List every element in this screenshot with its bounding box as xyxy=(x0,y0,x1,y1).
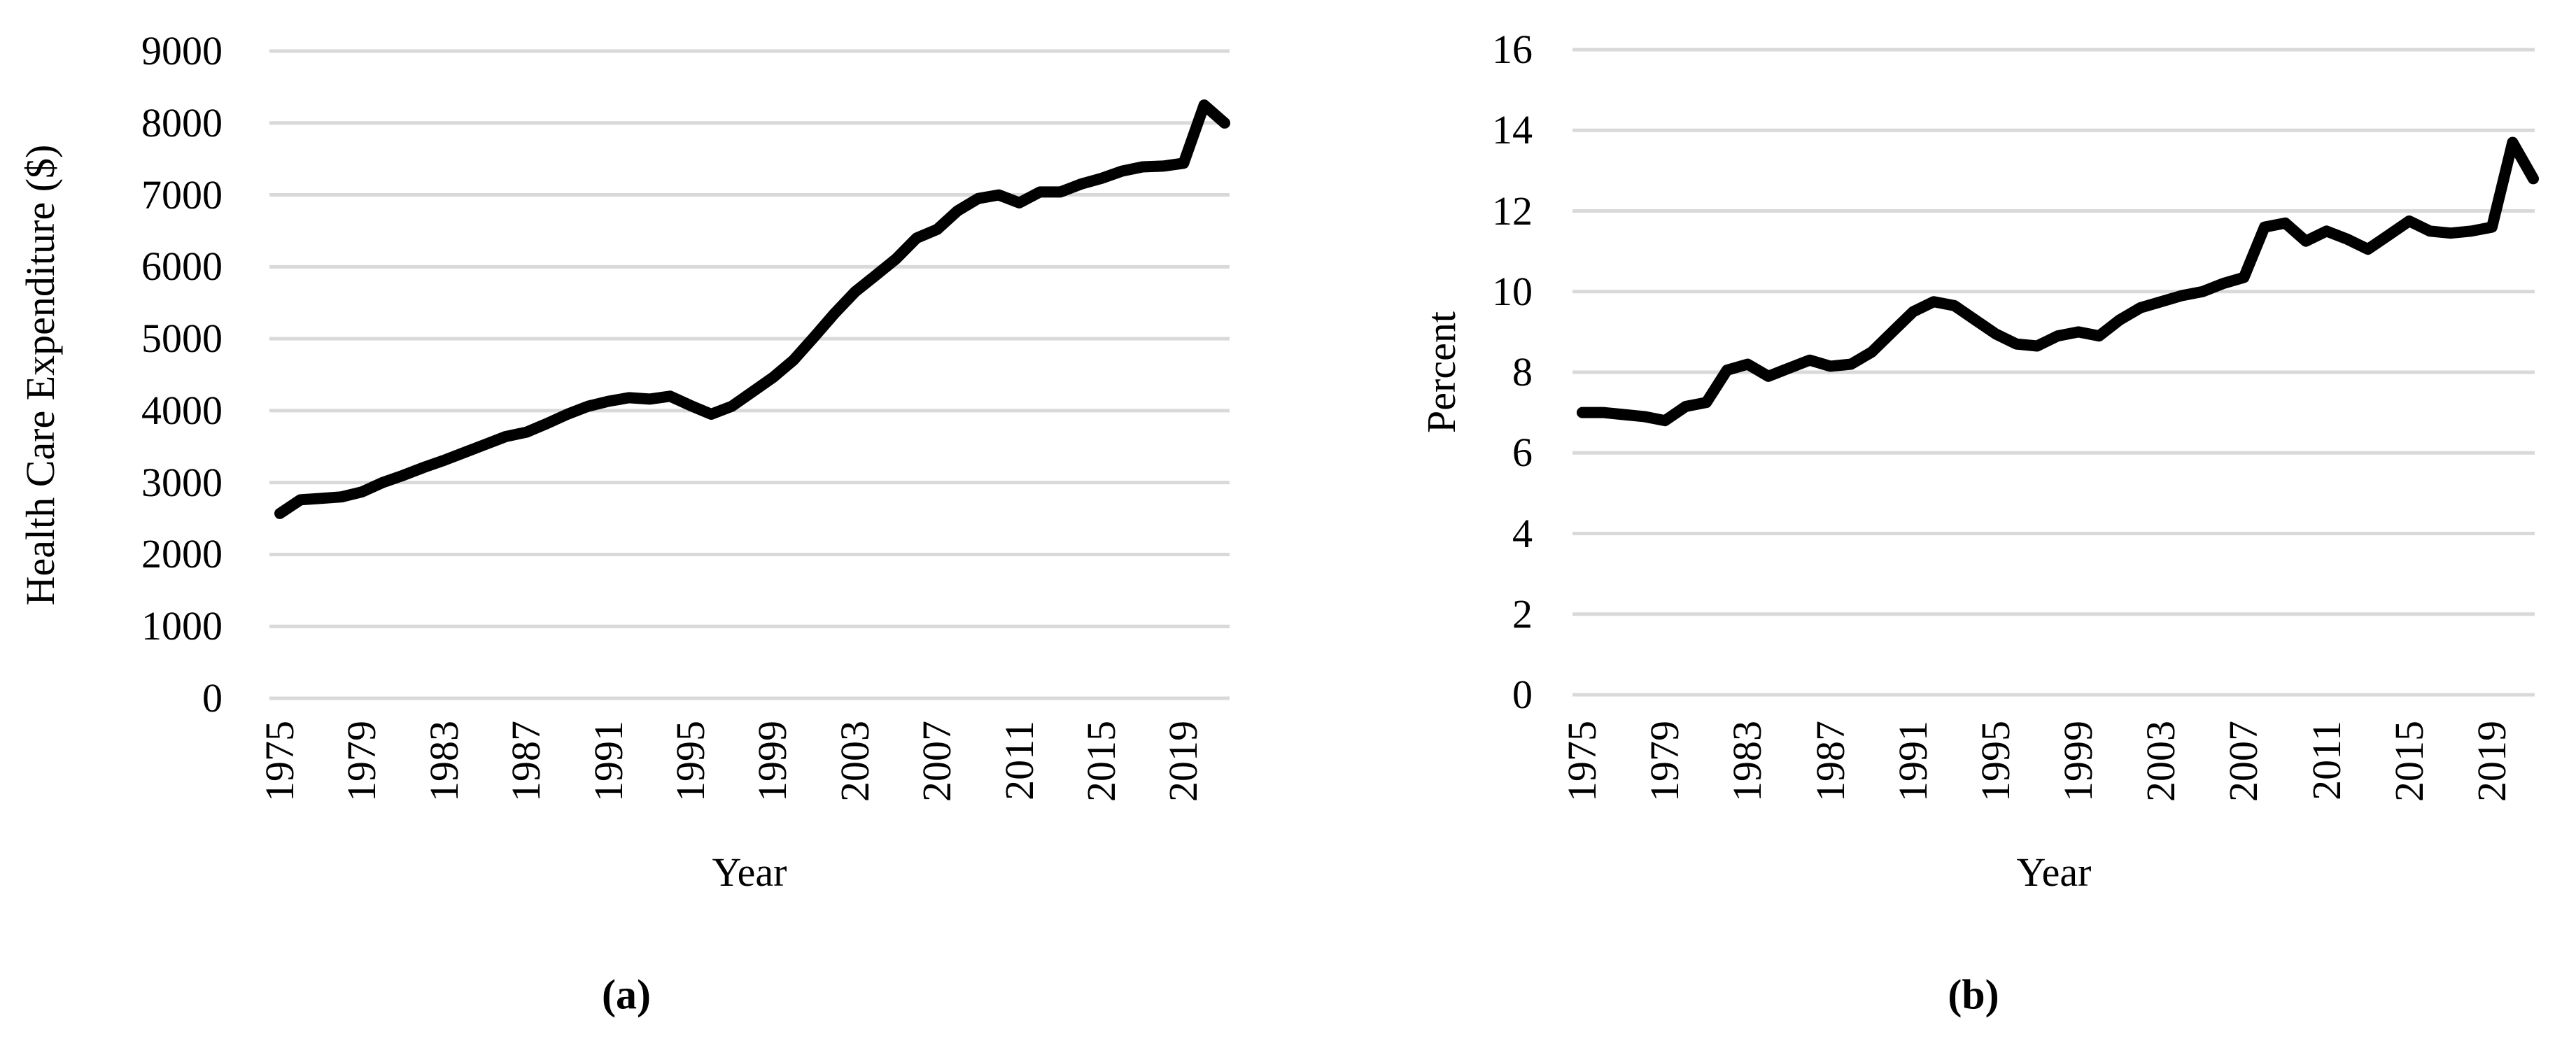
x-tick-label: 2011 xyxy=(2303,721,2349,800)
y-tick-label: 6000 xyxy=(141,243,223,290)
x-tick-label: 2003 xyxy=(831,721,878,802)
x-tick-label: 2011 xyxy=(996,721,1042,800)
x-tick-label: 1995 xyxy=(667,721,713,802)
x-tick-label: 2007 xyxy=(2220,721,2267,802)
x-tick-label: 1999 xyxy=(749,721,796,802)
x-tick-label: 1999 xyxy=(2055,721,2102,802)
x-tick-label: 1991 xyxy=(585,721,631,802)
y-tick-label: 0 xyxy=(202,675,223,721)
series-line-a xyxy=(274,99,1230,519)
chart-b-caption: (b) xyxy=(1948,971,1999,1018)
x-tick-label: 2019 xyxy=(2468,721,2514,802)
chart-a-caption: (a) xyxy=(602,971,651,1018)
x-tick-label: 2015 xyxy=(1078,721,1124,802)
y-tick-label: 5000 xyxy=(141,316,223,362)
y-tick-label: 3000 xyxy=(141,459,223,505)
y-tick-label: 9000 xyxy=(141,27,223,73)
y-tick-label: 2000 xyxy=(141,531,223,577)
x-tick-label: 1979 xyxy=(339,721,385,802)
y-tick-label: 0 xyxy=(1512,672,1533,717)
x-tick-label: 1995 xyxy=(1972,721,2018,802)
y-tick-label: 4000 xyxy=(141,387,223,433)
y-tick-label: 10 xyxy=(1492,268,1533,314)
y-tick-label: 7000 xyxy=(141,171,223,218)
chart-b-y-axis-title: Percent xyxy=(1419,311,1464,433)
x-tick-label: 1987 xyxy=(1807,721,1853,802)
x-tick-label: 2019 xyxy=(1160,721,1206,802)
x-tick-label: 1975 xyxy=(257,721,302,802)
x-tick-label: 1983 xyxy=(1724,721,1771,802)
y-tick-label: 14 xyxy=(1492,107,1533,153)
chart-a-x-axis-title: Year xyxy=(712,849,787,895)
y-tick-label: 12 xyxy=(1492,188,1533,234)
y-tick-label: 8000 xyxy=(141,99,223,146)
chart-a-y-axis-title: Health Care Expenditure ($) xyxy=(17,144,63,606)
y-tick-label: 6 xyxy=(1512,430,1533,476)
y-tick-label: 4 xyxy=(1512,510,1533,556)
x-tick-label: 1987 xyxy=(503,721,549,802)
x-tick-label: 1983 xyxy=(421,721,467,802)
x-tick-label: 1979 xyxy=(1642,721,1688,802)
y-tick-label: 1000 xyxy=(141,603,223,649)
chart-b-x-axis-title: Year xyxy=(2016,849,2092,895)
y-tick-label: 16 xyxy=(1492,27,1533,72)
y-tick-label: 8 xyxy=(1512,349,1533,395)
series-line-b xyxy=(1577,136,2539,427)
x-tick-label: 1975 xyxy=(1559,721,1605,802)
x-tick-label: 1991 xyxy=(1889,721,1936,802)
x-tick-label: 2015 xyxy=(2386,721,2432,802)
x-tick-label: 2007 xyxy=(914,721,960,802)
y-tick-label: 2 xyxy=(1512,591,1533,637)
x-tick-label: 2003 xyxy=(2138,721,2184,802)
